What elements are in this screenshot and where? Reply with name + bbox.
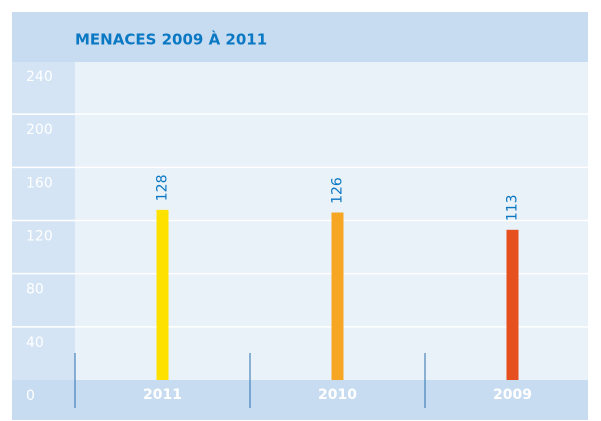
bar	[331, 212, 344, 380]
chart-title: MENACES 2009 À 2011	[75, 30, 267, 49]
value-label: 126	[330, 177, 346, 204]
y-tick-label: 120	[26, 229, 53, 245]
x-tick-label: 2010	[318, 387, 357, 403]
x-tick-label: 2011	[143, 387, 182, 403]
bar	[506, 229, 519, 380]
y-tick-label: 40	[26, 335, 44, 351]
x-tick-label: 2009	[493, 387, 532, 403]
y-tick-label: 80	[26, 282, 44, 298]
y-tick-label: 160	[26, 175, 53, 191]
y-tick-label: 0	[26, 388, 35, 404]
y-tick-label: 200	[26, 122, 53, 138]
value-label: 113	[505, 194, 521, 221]
value-label: 128	[155, 174, 171, 201]
y-tick-label: 240	[26, 69, 53, 85]
bar	[156, 209, 169, 380]
